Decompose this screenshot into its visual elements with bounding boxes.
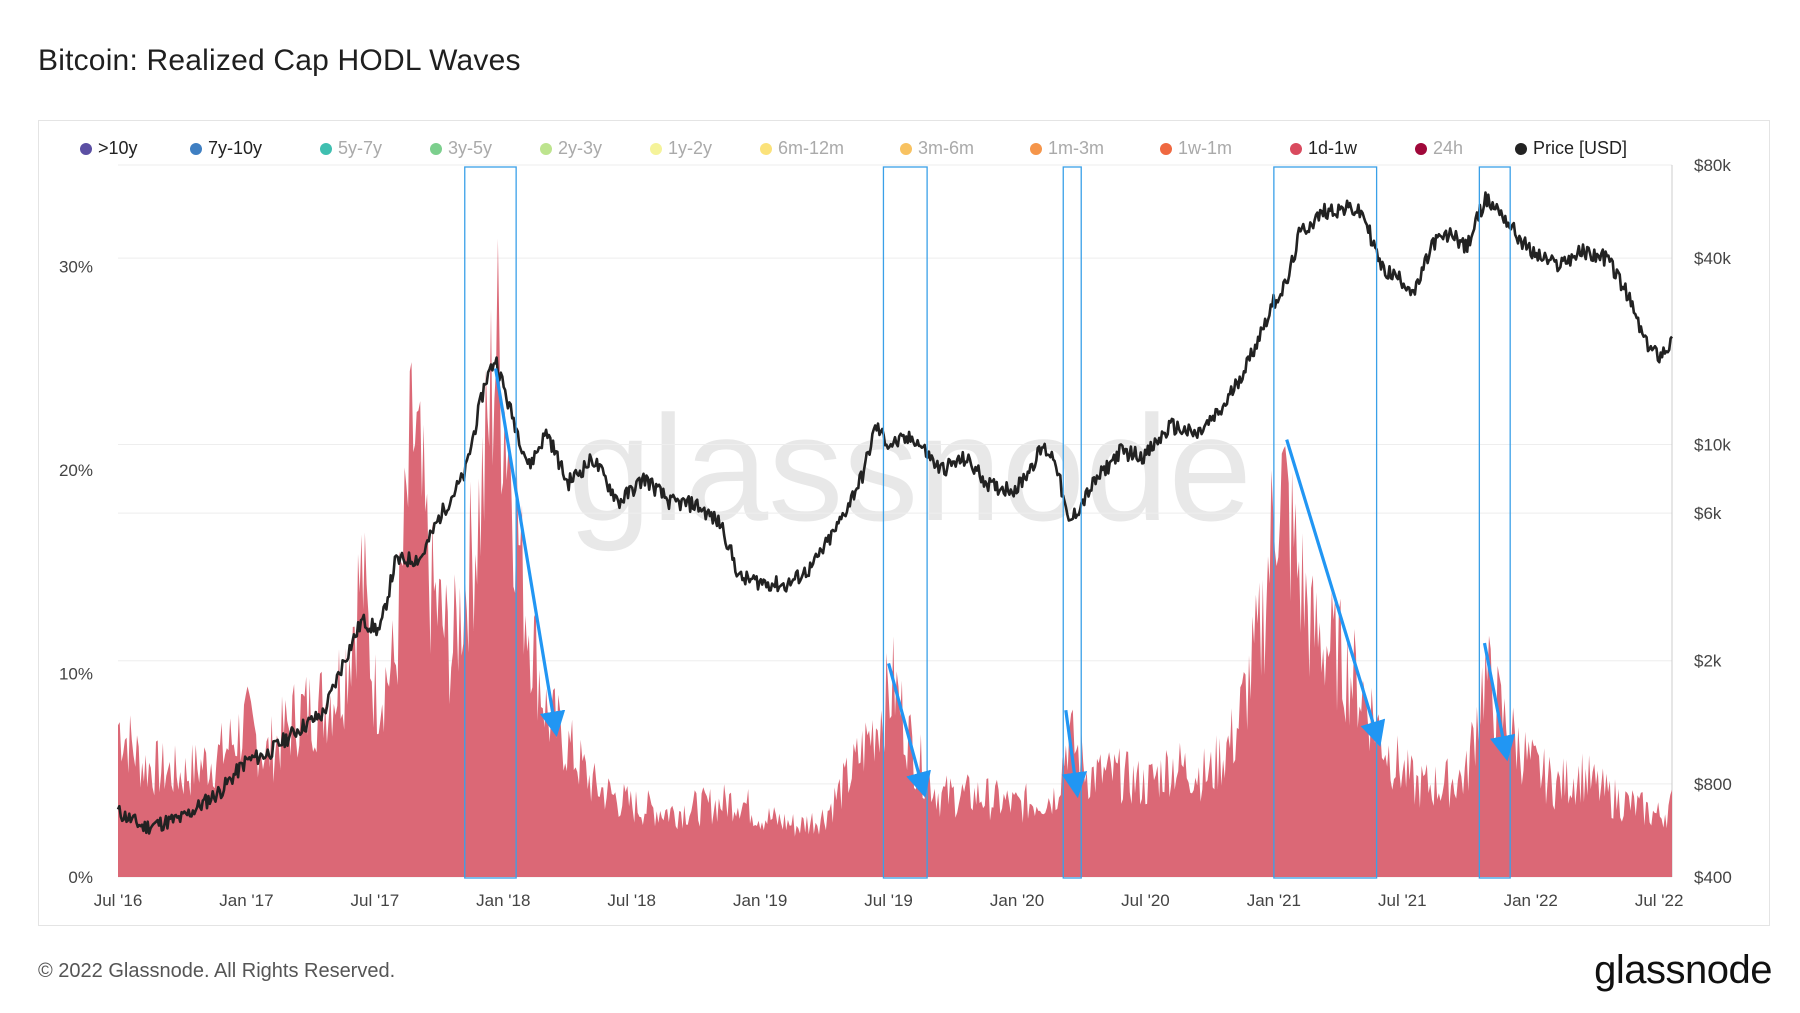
legend-dot-icon	[1030, 142, 1042, 155]
legend-label: 1w-1m	[1178, 138, 1233, 158]
legend-label: 3m-6m	[918, 138, 975, 158]
legend-dot-icon	[1160, 142, 1172, 155]
x-tick-label: Jan '17	[219, 891, 273, 910]
legend-label: 24h	[1433, 138, 1464, 158]
legend-item-1m-3m[interactable]: 1m-3m	[1030, 138, 1160, 159]
y-right-tick-label: $2k	[1694, 652, 1722, 671]
legend-item-1y-2y[interactable]: 1y-2y	[650, 138, 760, 159]
y-left-tick-label: 20%	[59, 461, 93, 480]
y-right-tick-label: $80k	[1694, 156, 1731, 175]
legend-label: Price [USD]	[1533, 138, 1628, 158]
x-tick-label: Jul '19	[864, 891, 913, 910]
x-tick-label: Jan '21	[1247, 891, 1301, 910]
y-left-tick-label: 0%	[68, 868, 93, 887]
legend-item-2y-3y[interactable]: 2y-3y	[540, 138, 650, 159]
legend-label: 2y-3y	[558, 138, 603, 158]
legend-item-7y-10y[interactable]: 7y-10y	[190, 138, 320, 159]
y-left-tick-label: 10%	[59, 665, 93, 684]
legend-item-3m-6m[interactable]: 3m-6m	[900, 138, 1030, 159]
legend-item-3y-5y[interactable]: 3y-5y	[430, 138, 540, 159]
legend-item-24h[interactable]: 24h	[1415, 138, 1515, 159]
legend-item-1w-1m[interactable]: 1w-1m	[1160, 138, 1290, 159]
legend-dot-icon	[80, 142, 92, 155]
band-1d-1w-area	[118, 238, 1672, 878]
x-tick-label: Jan '22	[1504, 891, 1558, 910]
x-tick-label: Jan '18	[476, 891, 530, 910]
legend-label: 1d-1w	[1308, 138, 1358, 158]
y-right-tick-label: $6k	[1694, 504, 1722, 523]
highlight-window	[1062, 166, 1082, 879]
highlight-window	[1273, 166, 1378, 879]
annotation-arrow	[887, 662, 931, 798]
chart-title: Bitcoin: Realized Cap HODL Waves	[38, 44, 521, 77]
legend-dot-icon	[1290, 142, 1302, 155]
legend-item-5y-7y[interactable]: 5y-7y	[320, 138, 430, 159]
highlight-window	[464, 166, 517, 879]
x-tick-label: Jul '18	[607, 891, 656, 910]
legend-dot-icon	[430, 142, 442, 155]
legend-item-1d-1w[interactable]: 1d-1w	[1290, 138, 1415, 159]
x-tick-label: Jul '17	[351, 891, 400, 910]
legend-item-10y[interactable]: >10y	[80, 138, 190, 159]
highlight-window	[1478, 166, 1511, 879]
highlight-window	[882, 166, 928, 879]
annotation-arrow	[494, 368, 566, 738]
legend-dot-icon	[900, 142, 912, 155]
legend-label: 7y-10y	[208, 138, 263, 158]
x-tick-label: Jul '20	[1121, 891, 1170, 910]
legend-label: 5y-7y	[338, 138, 383, 158]
y-right-tick-label: $10k	[1694, 435, 1731, 454]
legend-label: 6m-12m	[778, 138, 845, 158]
y-right-tick-label: $400	[1694, 868, 1732, 887]
annotation-arrow	[1482, 642, 1516, 762]
legend-dot-icon	[650, 142, 662, 155]
y-left-tick-label: 30%	[59, 258, 93, 277]
annotation-arrow	[1061, 709, 1088, 799]
legend-item-price-usd[interactable]: Price [USD]	[1515, 138, 1685, 159]
legend-label: >10y	[98, 138, 138, 158]
legend-dot-icon	[320, 142, 332, 155]
y-right-tick-label: $800	[1694, 775, 1732, 794]
legend-label: 1m-3m	[1048, 138, 1105, 158]
copyright-text: © 2022 Glassnode. All Rights Reserved.	[38, 960, 396, 982]
x-tick-label: Jul '22	[1635, 891, 1684, 910]
x-tick-label: Jan '19	[733, 891, 787, 910]
chart-legend: >10y 7y-10y 5y-7y 3y-5y 2y-3y 1y-2y 6m-12m 3m-6…	[80, 138, 1685, 159]
legend-dot-icon	[540, 142, 552, 155]
x-tick-label: Jan '20	[990, 891, 1044, 910]
legend-label: 3y-5y	[448, 138, 493, 158]
watermark-text: glassnode	[568, 384, 1252, 552]
legend-label: 1y-2y	[668, 138, 713, 158]
legend-dot-icon	[760, 142, 772, 155]
legend-dot-icon	[190, 142, 202, 155]
y-right-tick-label: $40k	[1694, 249, 1731, 268]
legend-dot-icon	[1515, 142, 1527, 155]
legend-dot-icon	[1415, 142, 1427, 155]
price-line	[116, 191, 1674, 835]
annotation-arrow	[1285, 439, 1386, 747]
legend-item-6m-12m[interactable]: 6m-12m	[760, 138, 900, 159]
x-tick-label: Jul '16	[94, 891, 143, 910]
x-tick-label: Jul '21	[1378, 891, 1427, 910]
glassnode-logo[interactable]: glassnode	[1594, 948, 1772, 992]
chart-frame	[38, 120, 1770, 926]
